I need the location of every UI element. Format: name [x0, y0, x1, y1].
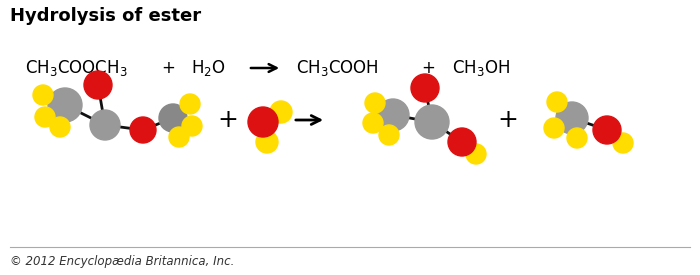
Text: +: +	[421, 59, 435, 77]
Circle shape	[180, 94, 200, 114]
Circle shape	[613, 133, 633, 153]
Text: CH$_3$COOH: CH$_3$COOH	[296, 58, 379, 78]
Text: H$_2$O: H$_2$O	[191, 58, 225, 78]
Circle shape	[544, 118, 564, 138]
Circle shape	[35, 107, 55, 127]
Circle shape	[365, 93, 385, 113]
Circle shape	[50, 117, 70, 137]
Circle shape	[256, 131, 278, 153]
Circle shape	[130, 117, 156, 143]
Text: +: +	[161, 59, 175, 77]
Circle shape	[270, 101, 292, 123]
Circle shape	[567, 128, 587, 148]
Circle shape	[547, 92, 567, 112]
Circle shape	[182, 116, 202, 136]
Circle shape	[415, 105, 449, 139]
Text: CH$_3$COOCH$_3$: CH$_3$COOCH$_3$	[25, 58, 127, 78]
Circle shape	[169, 127, 189, 147]
Circle shape	[411, 74, 439, 102]
Text: +: +	[498, 108, 519, 132]
Text: CH$_3$OH: CH$_3$OH	[452, 58, 510, 78]
Circle shape	[33, 85, 53, 105]
Circle shape	[593, 116, 621, 144]
Circle shape	[159, 104, 187, 132]
Circle shape	[363, 113, 383, 133]
Circle shape	[379, 125, 399, 145]
Circle shape	[466, 144, 486, 164]
Text: +: +	[218, 108, 239, 132]
Text: Hydrolysis of ester: Hydrolysis of ester	[10, 7, 201, 25]
Circle shape	[448, 128, 476, 156]
Circle shape	[556, 102, 588, 134]
Circle shape	[48, 88, 82, 122]
Text: © 2012 Encyclopædia Britannica, Inc.: © 2012 Encyclopædia Britannica, Inc.	[10, 254, 235, 268]
Circle shape	[377, 99, 409, 131]
Circle shape	[90, 110, 120, 140]
Circle shape	[84, 71, 112, 99]
Circle shape	[248, 107, 278, 137]
